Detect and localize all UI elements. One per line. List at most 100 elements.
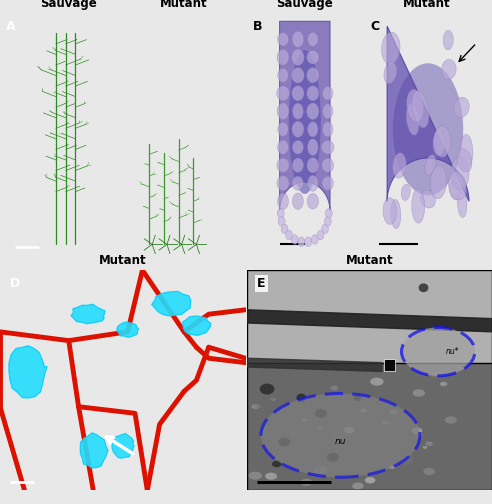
Ellipse shape bbox=[296, 394, 306, 402]
Ellipse shape bbox=[317, 230, 324, 240]
Ellipse shape bbox=[277, 158, 289, 172]
Ellipse shape bbox=[451, 157, 469, 190]
Ellipse shape bbox=[370, 377, 384, 386]
Polygon shape bbox=[247, 358, 382, 371]
Ellipse shape bbox=[440, 382, 447, 386]
Ellipse shape bbox=[291, 235, 298, 244]
Ellipse shape bbox=[412, 189, 425, 223]
Ellipse shape bbox=[457, 149, 472, 172]
Ellipse shape bbox=[412, 91, 429, 128]
Ellipse shape bbox=[270, 398, 277, 401]
Ellipse shape bbox=[292, 158, 304, 172]
Ellipse shape bbox=[401, 184, 410, 201]
Text: E: E bbox=[257, 277, 266, 290]
Ellipse shape bbox=[261, 394, 420, 477]
Ellipse shape bbox=[298, 237, 305, 246]
Ellipse shape bbox=[448, 171, 466, 200]
Ellipse shape bbox=[311, 235, 318, 244]
Ellipse shape bbox=[292, 68, 304, 83]
Ellipse shape bbox=[458, 190, 467, 218]
Ellipse shape bbox=[260, 384, 275, 395]
Ellipse shape bbox=[278, 437, 290, 447]
Ellipse shape bbox=[292, 103, 304, 119]
Ellipse shape bbox=[323, 104, 333, 119]
Ellipse shape bbox=[272, 461, 282, 467]
Ellipse shape bbox=[248, 472, 262, 480]
Ellipse shape bbox=[323, 87, 333, 100]
Ellipse shape bbox=[322, 176, 334, 190]
FancyBboxPatch shape bbox=[247, 270, 492, 369]
Text: Mutant: Mutant bbox=[160, 0, 208, 10]
Text: Mutant: Mutant bbox=[346, 254, 394, 267]
Ellipse shape bbox=[423, 446, 428, 449]
Ellipse shape bbox=[292, 49, 304, 66]
Ellipse shape bbox=[277, 209, 284, 218]
Ellipse shape bbox=[325, 209, 332, 218]
Text: A: A bbox=[6, 20, 16, 33]
Ellipse shape bbox=[382, 421, 389, 425]
Ellipse shape bbox=[441, 59, 456, 80]
Ellipse shape bbox=[460, 135, 473, 169]
Text: nu: nu bbox=[335, 437, 346, 447]
Ellipse shape bbox=[277, 140, 288, 154]
Polygon shape bbox=[71, 304, 105, 324]
Ellipse shape bbox=[289, 50, 321, 194]
Ellipse shape bbox=[278, 122, 288, 136]
Ellipse shape bbox=[281, 224, 288, 233]
Ellipse shape bbox=[315, 409, 327, 418]
Text: B: B bbox=[253, 20, 263, 33]
Ellipse shape bbox=[415, 432, 423, 437]
Text: C: C bbox=[370, 20, 380, 33]
Polygon shape bbox=[387, 26, 469, 201]
Ellipse shape bbox=[293, 193, 303, 210]
Ellipse shape bbox=[413, 389, 425, 397]
Ellipse shape bbox=[327, 453, 339, 462]
Ellipse shape bbox=[307, 103, 319, 119]
Ellipse shape bbox=[391, 200, 401, 229]
Text: Mutant: Mutant bbox=[403, 0, 451, 10]
Ellipse shape bbox=[323, 122, 333, 137]
Ellipse shape bbox=[322, 158, 334, 172]
Polygon shape bbox=[117, 322, 138, 337]
Ellipse shape bbox=[277, 33, 289, 46]
Ellipse shape bbox=[302, 418, 307, 421]
Ellipse shape bbox=[334, 435, 344, 442]
Ellipse shape bbox=[426, 442, 433, 446]
Ellipse shape bbox=[277, 103, 289, 119]
Ellipse shape bbox=[277, 176, 289, 191]
Text: nu*: nu* bbox=[446, 347, 460, 356]
Ellipse shape bbox=[423, 468, 435, 475]
Ellipse shape bbox=[265, 473, 277, 480]
Text: D: D bbox=[10, 277, 20, 290]
Ellipse shape bbox=[307, 68, 319, 83]
Ellipse shape bbox=[292, 141, 304, 154]
Ellipse shape bbox=[453, 174, 463, 190]
Ellipse shape bbox=[331, 386, 338, 391]
Ellipse shape bbox=[352, 482, 364, 489]
Ellipse shape bbox=[449, 180, 461, 200]
Ellipse shape bbox=[308, 121, 318, 137]
Polygon shape bbox=[152, 291, 191, 316]
Ellipse shape bbox=[433, 126, 451, 157]
Ellipse shape bbox=[307, 158, 319, 173]
Ellipse shape bbox=[360, 409, 367, 412]
Polygon shape bbox=[80, 433, 108, 468]
Ellipse shape bbox=[414, 384, 426, 391]
Ellipse shape bbox=[301, 479, 313, 486]
Ellipse shape bbox=[308, 32, 318, 46]
Ellipse shape bbox=[393, 153, 406, 178]
Ellipse shape bbox=[393, 64, 463, 195]
Ellipse shape bbox=[430, 165, 447, 199]
Ellipse shape bbox=[433, 130, 445, 156]
Ellipse shape bbox=[307, 86, 319, 101]
Ellipse shape bbox=[406, 104, 419, 135]
Ellipse shape bbox=[292, 176, 304, 190]
Ellipse shape bbox=[443, 30, 453, 50]
Ellipse shape bbox=[317, 426, 323, 430]
Text: Mutant: Mutant bbox=[99, 254, 147, 267]
Ellipse shape bbox=[324, 217, 331, 226]
Ellipse shape bbox=[383, 198, 397, 224]
Ellipse shape bbox=[431, 372, 441, 379]
Ellipse shape bbox=[251, 404, 259, 409]
Polygon shape bbox=[279, 21, 330, 211]
